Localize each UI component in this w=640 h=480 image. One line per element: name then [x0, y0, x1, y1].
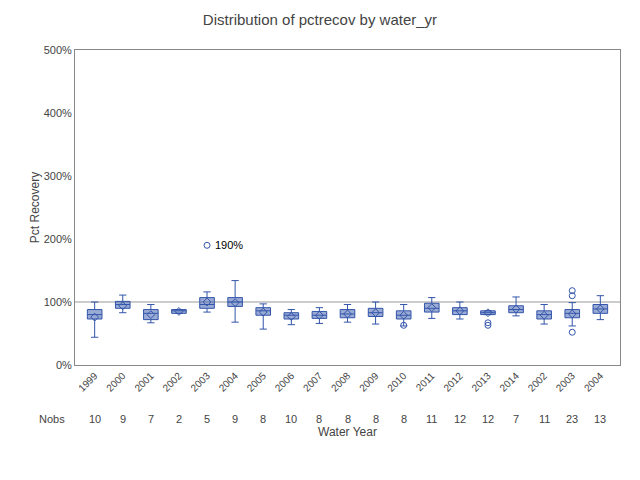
- svg-text:Water Year: Water Year: [318, 425, 377, 439]
- svg-text:0%: 0%: [56, 359, 72, 371]
- svg-text:10: 10: [285, 413, 297, 425]
- svg-text:2012: 2012: [441, 370, 465, 394]
- svg-text:10: 10: [89, 413, 101, 425]
- svg-text:2003: 2003: [554, 370, 578, 394]
- svg-text:2005: 2005: [245, 370, 269, 394]
- svg-text:190%: 190%: [215, 239, 243, 251]
- svg-text:Pct Recovery: Pct Recovery: [28, 172, 42, 243]
- svg-text:Nobs: Nobs: [39, 413, 65, 425]
- svg-text:2008: 2008: [329, 370, 353, 394]
- svg-text:12: 12: [454, 413, 466, 425]
- svg-text:2014: 2014: [497, 370, 521, 394]
- svg-text:9: 9: [120, 413, 126, 425]
- svg-text:2001: 2001: [132, 370, 156, 394]
- svg-text:100%: 100%: [44, 296, 72, 308]
- svg-text:8: 8: [345, 413, 351, 425]
- svg-text:2004: 2004: [217, 370, 241, 394]
- svg-text:2011: 2011: [414, 370, 437, 393]
- svg-text:2007: 2007: [301, 370, 325, 394]
- svg-text:13: 13: [594, 413, 606, 425]
- svg-text:8: 8: [316, 413, 322, 425]
- svg-text:2006: 2006: [273, 370, 297, 394]
- svg-text:2: 2: [176, 413, 182, 425]
- svg-text:2000: 2000: [104, 370, 128, 394]
- svg-text:400%: 400%: [44, 107, 72, 119]
- svg-text:8: 8: [373, 413, 379, 425]
- svg-text:Distribution of pctrecov by wa: Distribution of pctrecov by water_yr: [203, 11, 437, 28]
- svg-text:8: 8: [260, 413, 266, 425]
- svg-text:1999: 1999: [76, 370, 100, 394]
- svg-text:11: 11: [539, 413, 550, 425]
- svg-text:23: 23: [566, 413, 578, 425]
- svg-text:7: 7: [513, 413, 519, 425]
- svg-text:500%: 500%: [44, 44, 72, 56]
- svg-text:200%: 200%: [44, 233, 72, 245]
- svg-text:11: 11: [426, 413, 437, 425]
- svg-text:7: 7: [148, 413, 154, 425]
- svg-text:12: 12: [482, 413, 494, 425]
- svg-text:2004: 2004: [582, 370, 606, 394]
- svg-text:2009: 2009: [357, 370, 381, 394]
- svg-text:2002: 2002: [526, 370, 550, 394]
- svg-text:2010: 2010: [385, 370, 409, 394]
- svg-text:5: 5: [204, 413, 210, 425]
- svg-text:8: 8: [401, 413, 407, 425]
- svg-text:2013: 2013: [469, 370, 493, 394]
- svg-text:9: 9: [232, 413, 238, 425]
- svg-text:2003: 2003: [188, 370, 212, 394]
- svg-text:2002: 2002: [160, 370, 184, 394]
- svg-text:300%: 300%: [44, 170, 72, 182]
